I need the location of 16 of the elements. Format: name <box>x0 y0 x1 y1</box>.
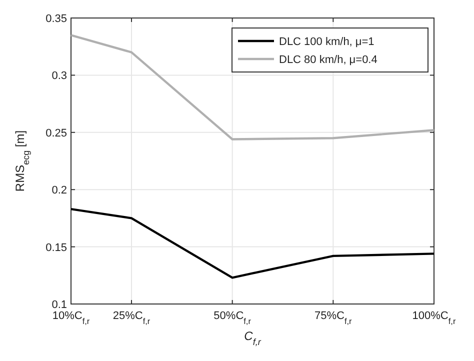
x-axis-title: C$_{f,r}$ <box>244 329 262 347</box>
y-tick-label: 0.15 <box>46 242 67 254</box>
x-tick-label: 100%C$_{f,r}$ <box>412 310 456 326</box>
y-tick-label: 0.1 <box>52 299 67 311</box>
y-tick-label: 0.35 <box>46 13 67 25</box>
line-series <box>70 34 436 140</box>
y-tick-label: 0.25 <box>46 127 67 140</box>
x-tick-label: 75%C$_{f,r}$ <box>314 310 352 326</box>
y-tick-label: 0.2 <box>52 184 67 197</box>
x-tick-label: 50%C$_{f,r}$ <box>214 310 252 326</box>
y-tick-label: 0.3 <box>52 70 67 82</box>
x-tick-label: 10%C$_{f,r}$ <box>52 310 90 326</box>
x-tick-label: 25%C$_{f,r}$ <box>112 310 150 326</box>
legend-label: DLC 100 km/h, μ=1 <box>279 36 374 48</box>
line-series <box>70 208 436 279</box>
legend-label: DLC 80 km/h, μ=0.4 <box>279 54 378 66</box>
